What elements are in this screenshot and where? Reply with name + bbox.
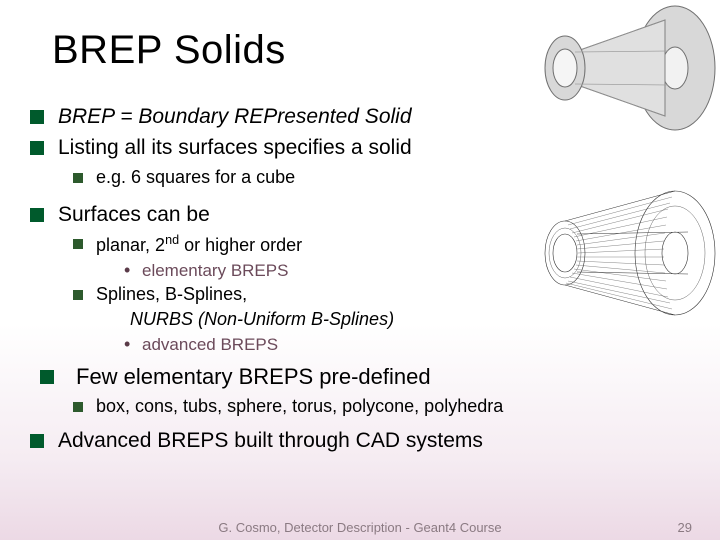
bullet-cad: Advanced BREPS built through CAD systems [30, 427, 720, 454]
slide: BREP Solids [0, 0, 720, 540]
bullet-brep-def: BREP = Boundary REPresented Solid [30, 103, 720, 130]
bullet-cube-example: e.g. 6 squares for a cube [68, 166, 720, 189]
planar-sup: nd [165, 233, 179, 247]
content-area: BREP = Boundary REPresented Solid Listin… [0, 103, 720, 454]
bullet-elementary: elementary BREPS [120, 260, 720, 282]
bullet-splines: Splines, B-Splines, [68, 283, 720, 306]
page-number: 29 [678, 520, 692, 535]
bullet-shapes-list: box, cons, tubs, sphere, torus, polycone… [68, 395, 720, 418]
planar-pre: planar, 2 [96, 235, 165, 255]
bullet-predefined: Few elementary BREPS pre-defined [40, 363, 720, 392]
bullet-advanced: advanced BREPS [120, 334, 720, 356]
footer-text: G. Cosmo, Detector Description - Geant4 … [218, 520, 501, 535]
bullet-planar: planar, 2nd or higher order [68, 232, 720, 257]
bullet-listing: Listing all its surfaces specifies a sol… [30, 134, 720, 161]
planar-post: or higher order [179, 235, 302, 255]
bullet-surfaces: Surfaces can be [30, 201, 720, 228]
